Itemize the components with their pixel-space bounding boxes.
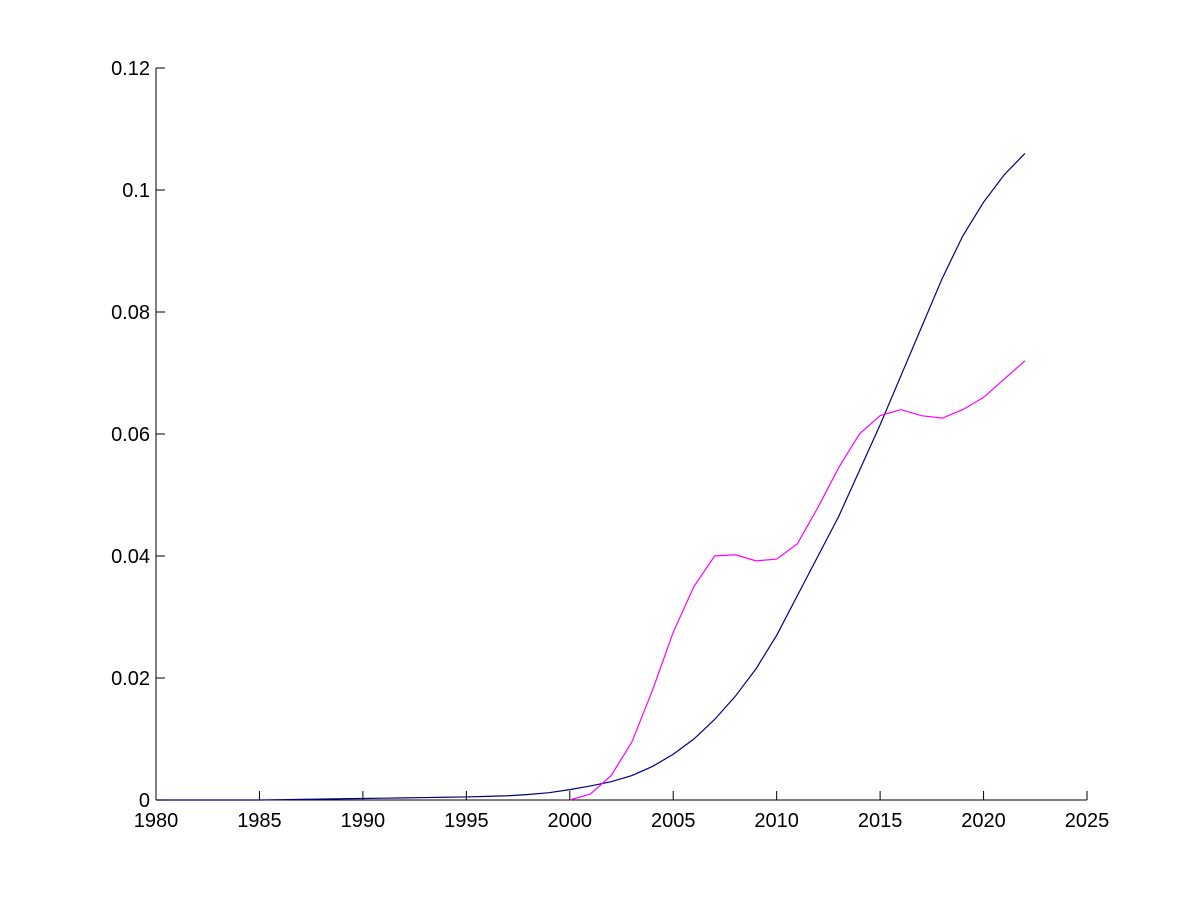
y-tick-label: 0.06 <box>111 424 150 446</box>
x-tick-label: 2000 <box>548 810 593 832</box>
axes <box>155 68 1087 801</box>
x-tick-label: 2015 <box>858 810 903 832</box>
y-tick-label: 0 <box>139 790 150 812</box>
x-tick-label: 1990 <box>341 810 386 832</box>
x-tick-label: 2025 <box>1065 810 1110 832</box>
series-line-1 <box>156 152 1026 801</box>
x-tick-label: 1980 <box>134 810 179 832</box>
series-layer <box>156 152 1026 801</box>
y-tick-label: 0.08 <box>111 302 150 324</box>
y-tick-label: 0.04 <box>111 546 150 568</box>
y-tick-label: 0.12 <box>111 58 150 80</box>
series-line-2 <box>569 360 1026 801</box>
x-tick-label: 2020 <box>961 810 1006 832</box>
x-tick-label: 2005 <box>651 810 696 832</box>
y-tick-label: 0.1 <box>122 180 150 202</box>
x-tick-label: 1985 <box>237 810 282 832</box>
y-tick-label: 0.02 <box>111 668 150 690</box>
x-tick-label: 2010 <box>754 810 799 832</box>
ticks: 1980 1985 1990 1995 2000 2005 2010 2015 2020 2025… <box>111 58 1109 832</box>
x-tick-label: 1995 <box>444 810 489 832</box>
